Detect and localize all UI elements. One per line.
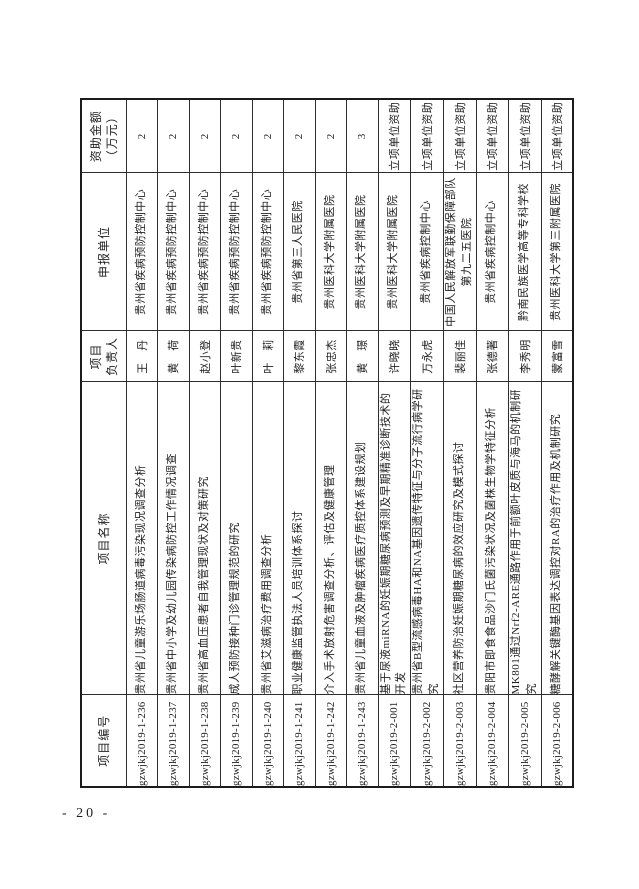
cell-applicant-unit: 贵州省疾病控制中心 [476, 173, 509, 331]
col-header-project-id: 项目编号 [81, 695, 126, 787]
table-row: gzwjkj2019-1-243 贵州省儿童血液及肿瘤疾病医疗质控体系建设规划 … [346, 99, 378, 787]
cell-applicant-unit: 贵州医科大学附属医院 [346, 173, 378, 331]
cell-project-name: 社区营养防治妊娠期糖尿病的效应研究及模式探讨 [443, 382, 477, 695]
table-header-row: 项目编号 项目名称 项目 负责人 申报单位 资助金额 （万元） [81, 99, 126, 787]
cell-applicant-unit: 贵州省疾病预防控制中心 [157, 173, 189, 331]
rotated-table-inner: 项目编号 项目名称 项目 负责人 申报单位 资助金额 （万元） [80, 98, 574, 788]
cell-project-id: gzwjkj2019-1-237 [157, 695, 189, 787]
cell-applicant-unit: 贵州医科大学附属医院 [378, 173, 411, 331]
table-row: gzwjkj2019-1-239 成人预防接种门诊管理规范的研究 叶新贵 贵州省… [220, 99, 252, 787]
cell-project-name: 基于尿液miRNA的妊娠期糖尿病预测及早期精准诊断技术的开发 [378, 382, 411, 695]
cell-funding-amount: 2 [189, 99, 221, 173]
cell-project-leader: 许晓晓 [378, 331, 411, 382]
cell-funding-amount: 立项单位资助 [508, 99, 541, 173]
cell-project-name: 贵州省高血压患者自我管理现状及对策研究 [189, 382, 221, 695]
table-row: gzwjkj2019-2-004 贵阳市即食食品沙门氏菌污染状况及菌株生物学特征… [476, 99, 509, 787]
cell-project-leader: 李秀明 [508, 331, 541, 382]
rotated-table-container: 项目编号 项目名称 项目 负责人 申报单位 资助金额 （万元） [80, 98, 574, 788]
cell-funding-amount: 2 [315, 99, 347, 173]
table-row: gzwjkj2019-2-006 糖酵解关键酶基因表达调控对RA的治疗作用及机制… [541, 99, 573, 787]
cell-project-name: 贵州省B型流感病毒HA和NA基因遗传特征与分子流行病学研究 [410, 382, 444, 695]
funding-projects-table: 项目编号 项目名称 项目 负责人 申报单位 资助金额 （万元） [80, 98, 574, 788]
cell-project-id: gzwjkj2019-2-002 [410, 695, 444, 787]
col-header-project-leader: 项目 负责人 [81, 331, 126, 382]
cell-funding-amount: 立项单位资助 [541, 99, 573, 173]
cell-project-leader: 裴丽佳 [443, 331, 477, 382]
cell-project-leader: 王 丹 [126, 331, 158, 382]
cell-funding-amount: 3 [346, 99, 378, 173]
cell-funding-amount: 立项单位资助 [443, 99, 477, 173]
cell-funding-amount: 2 [283, 99, 315, 173]
table-row: gzwjkj2019-2-005 MK801通过Nrf2-ARE通路作用于前额叶… [508, 99, 541, 787]
cell-project-leader: 赵小登 [189, 331, 221, 382]
cell-project-name: 糖酵解关键酶基因表达调控对RA的治疗作用及机制研究 [541, 382, 573, 695]
cell-project-leader: 叶 莉 [252, 331, 284, 382]
cell-project-leader: 黄 璟 [346, 331, 378, 382]
cell-applicant-unit: 贵州省疾病预防控制中心 [126, 173, 158, 331]
cell-project-name: 职业健康监管执法人员培训体系探讨 [283, 382, 315, 695]
cell-project-id: gzwjkj2019-2-003 [443, 695, 477, 787]
cell-project-id: gzwjkj2019-1-236 [126, 695, 158, 787]
cell-project-name: 介入手术放射危害调查分析、评估及健康管理 [315, 382, 347, 695]
cell-project-name: MK801通过Nrf2-ARE通路作用于前额叶皮质与海马的机制研究 [508, 382, 541, 695]
cell-project-id: gzwjkj2019-1-241 [283, 695, 315, 787]
cell-project-name: 贵州省儿童血液及肿瘤疾病医疗质控体系建设规划 [346, 382, 378, 695]
cell-funding-amount: 立项单位资助 [476, 99, 509, 173]
leader-header-line1: 项目 [88, 343, 103, 370]
cell-project-leader: 蒙富雪 [541, 331, 573, 382]
cell-project-name: 贵州省中小学及幼儿园传染病防控工作情况调查 [157, 382, 189, 695]
cell-project-leader: 黄 荷 [157, 331, 189, 382]
cell-project-leader: 叶新贵 [220, 331, 252, 382]
cell-applicant-unit: 贵州省第三人民医院 [283, 173, 315, 331]
cell-project-id: gzwjkj2019-2-006 [541, 695, 573, 787]
table-row: gzwjkj2019-1-242 介入手术放射危害调查分析、评估及健康管理 张忠… [315, 99, 347, 787]
amount-header-line2: （万元） [104, 110, 119, 163]
cell-project-name: 贵州省儿童游乐场肠道病毒污染现况调查分析 [126, 382, 158, 695]
table-row: gzwjkj2019-1-240 贵州省艾滋病治疗费用调查分析 叶 莉 贵州省疾… [252, 99, 284, 787]
cell-project-name: 成人预防接种门诊管理规范的研究 [220, 382, 252, 695]
cell-project-name: 贵州省艾滋病治疗费用调查分析 [252, 382, 284, 695]
cell-funding-amount: 2 [157, 99, 189, 173]
cell-project-id: gzwjkj2019-1-242 [315, 695, 347, 787]
cell-project-leader: 万永虎 [410, 331, 444, 382]
cell-applicant-unit: 贵州医科大学第三附属医院 [541, 173, 573, 331]
leader-header-line2: 负责人 [104, 337, 119, 377]
cell-funding-amount: 立项单位资助 [378, 99, 411, 173]
cell-project-id: gzwjkj2019-1-238 [189, 695, 221, 787]
cell-project-id: gzwjkj2019-1-243 [346, 695, 378, 787]
cell-applicant-unit: 贵州医科大学附属医院 [315, 173, 347, 331]
table-row: gzwjkj2019-1-241 职业健康监管执法人员培训体系探讨 黎东霞 贵州… [283, 99, 315, 787]
table-row: gzwjkj2019-1-236 贵州省儿童游乐场肠道病毒污染现况调查分析 王 … [126, 99, 158, 787]
cell-project-leader: 黎东霞 [283, 331, 315, 382]
cell-project-name: 贵阳市即食食品沙门氏菌污染状况及菌株生物学特征分析 [476, 382, 509, 695]
amount-header-line1: 资助金额 [88, 110, 103, 163]
table-row: gzwjkj2019-2-003 社区营养防治妊娠期糖尿病的效应研究及模式探讨 … [443, 99, 477, 787]
cell-project-id: gzwjkj2019-1-239 [220, 695, 252, 787]
page-number: - 20 - [62, 806, 111, 821]
cell-project-leader: 张德著 [476, 331, 509, 382]
cell-applicant-unit: 贵州省疾病预防控制中心 [252, 173, 284, 331]
table-row: gzwjkj2019-2-001 基于尿液miRNA的妊娠期糖尿病预测及早期精准… [378, 99, 411, 787]
cell-funding-amount: 立项单位资助 [410, 99, 444, 173]
cell-project-id: gzwjkj2019-2-005 [508, 695, 541, 787]
cell-funding-amount: 2 [126, 99, 158, 173]
cell-funding-amount: 2 [220, 99, 252, 173]
cell-applicant-unit: 贵州省疾病控制中心 [410, 173, 444, 331]
cell-project-leader: 张忠杰 [315, 331, 347, 382]
col-header-project-name: 项目名称 [81, 382, 126, 695]
cell-project-id: gzwjkj2019-2-001 [378, 695, 411, 787]
cell-project-id: gzwjkj2019-1-240 [252, 695, 284, 787]
cell-funding-amount: 2 [252, 99, 284, 173]
col-header-funding-amount: 资助金额 （万元） [81, 99, 126, 173]
table-row: gzwjkj2019-1-238 贵州省高血压患者自我管理现状及对策研究 赵小登… [189, 99, 221, 787]
cell-applicant-unit: 中国人民解放军联勤保障部队第九二五医院 [443, 173, 477, 331]
table-row: gzwjkj2019-2-002 贵州省B型流感病毒HA和NA基因遗传特征与分子… [410, 99, 444, 787]
cell-applicant-unit: 贵州省疾病预防控制中心 [220, 173, 252, 331]
cell-applicant-unit: 黔南民族医学高等专科学校 [508, 173, 541, 331]
cell-project-id: gzwjkj2019-2-004 [476, 695, 509, 787]
cell-applicant-unit: 贵州省疾病预防控制中心 [189, 173, 221, 331]
col-header-applicant-unit: 申报单位 [81, 173, 126, 331]
table-row: gzwjkj2019-1-237 贵州省中小学及幼儿园传染病防控工作情况调查 黄… [157, 99, 189, 787]
